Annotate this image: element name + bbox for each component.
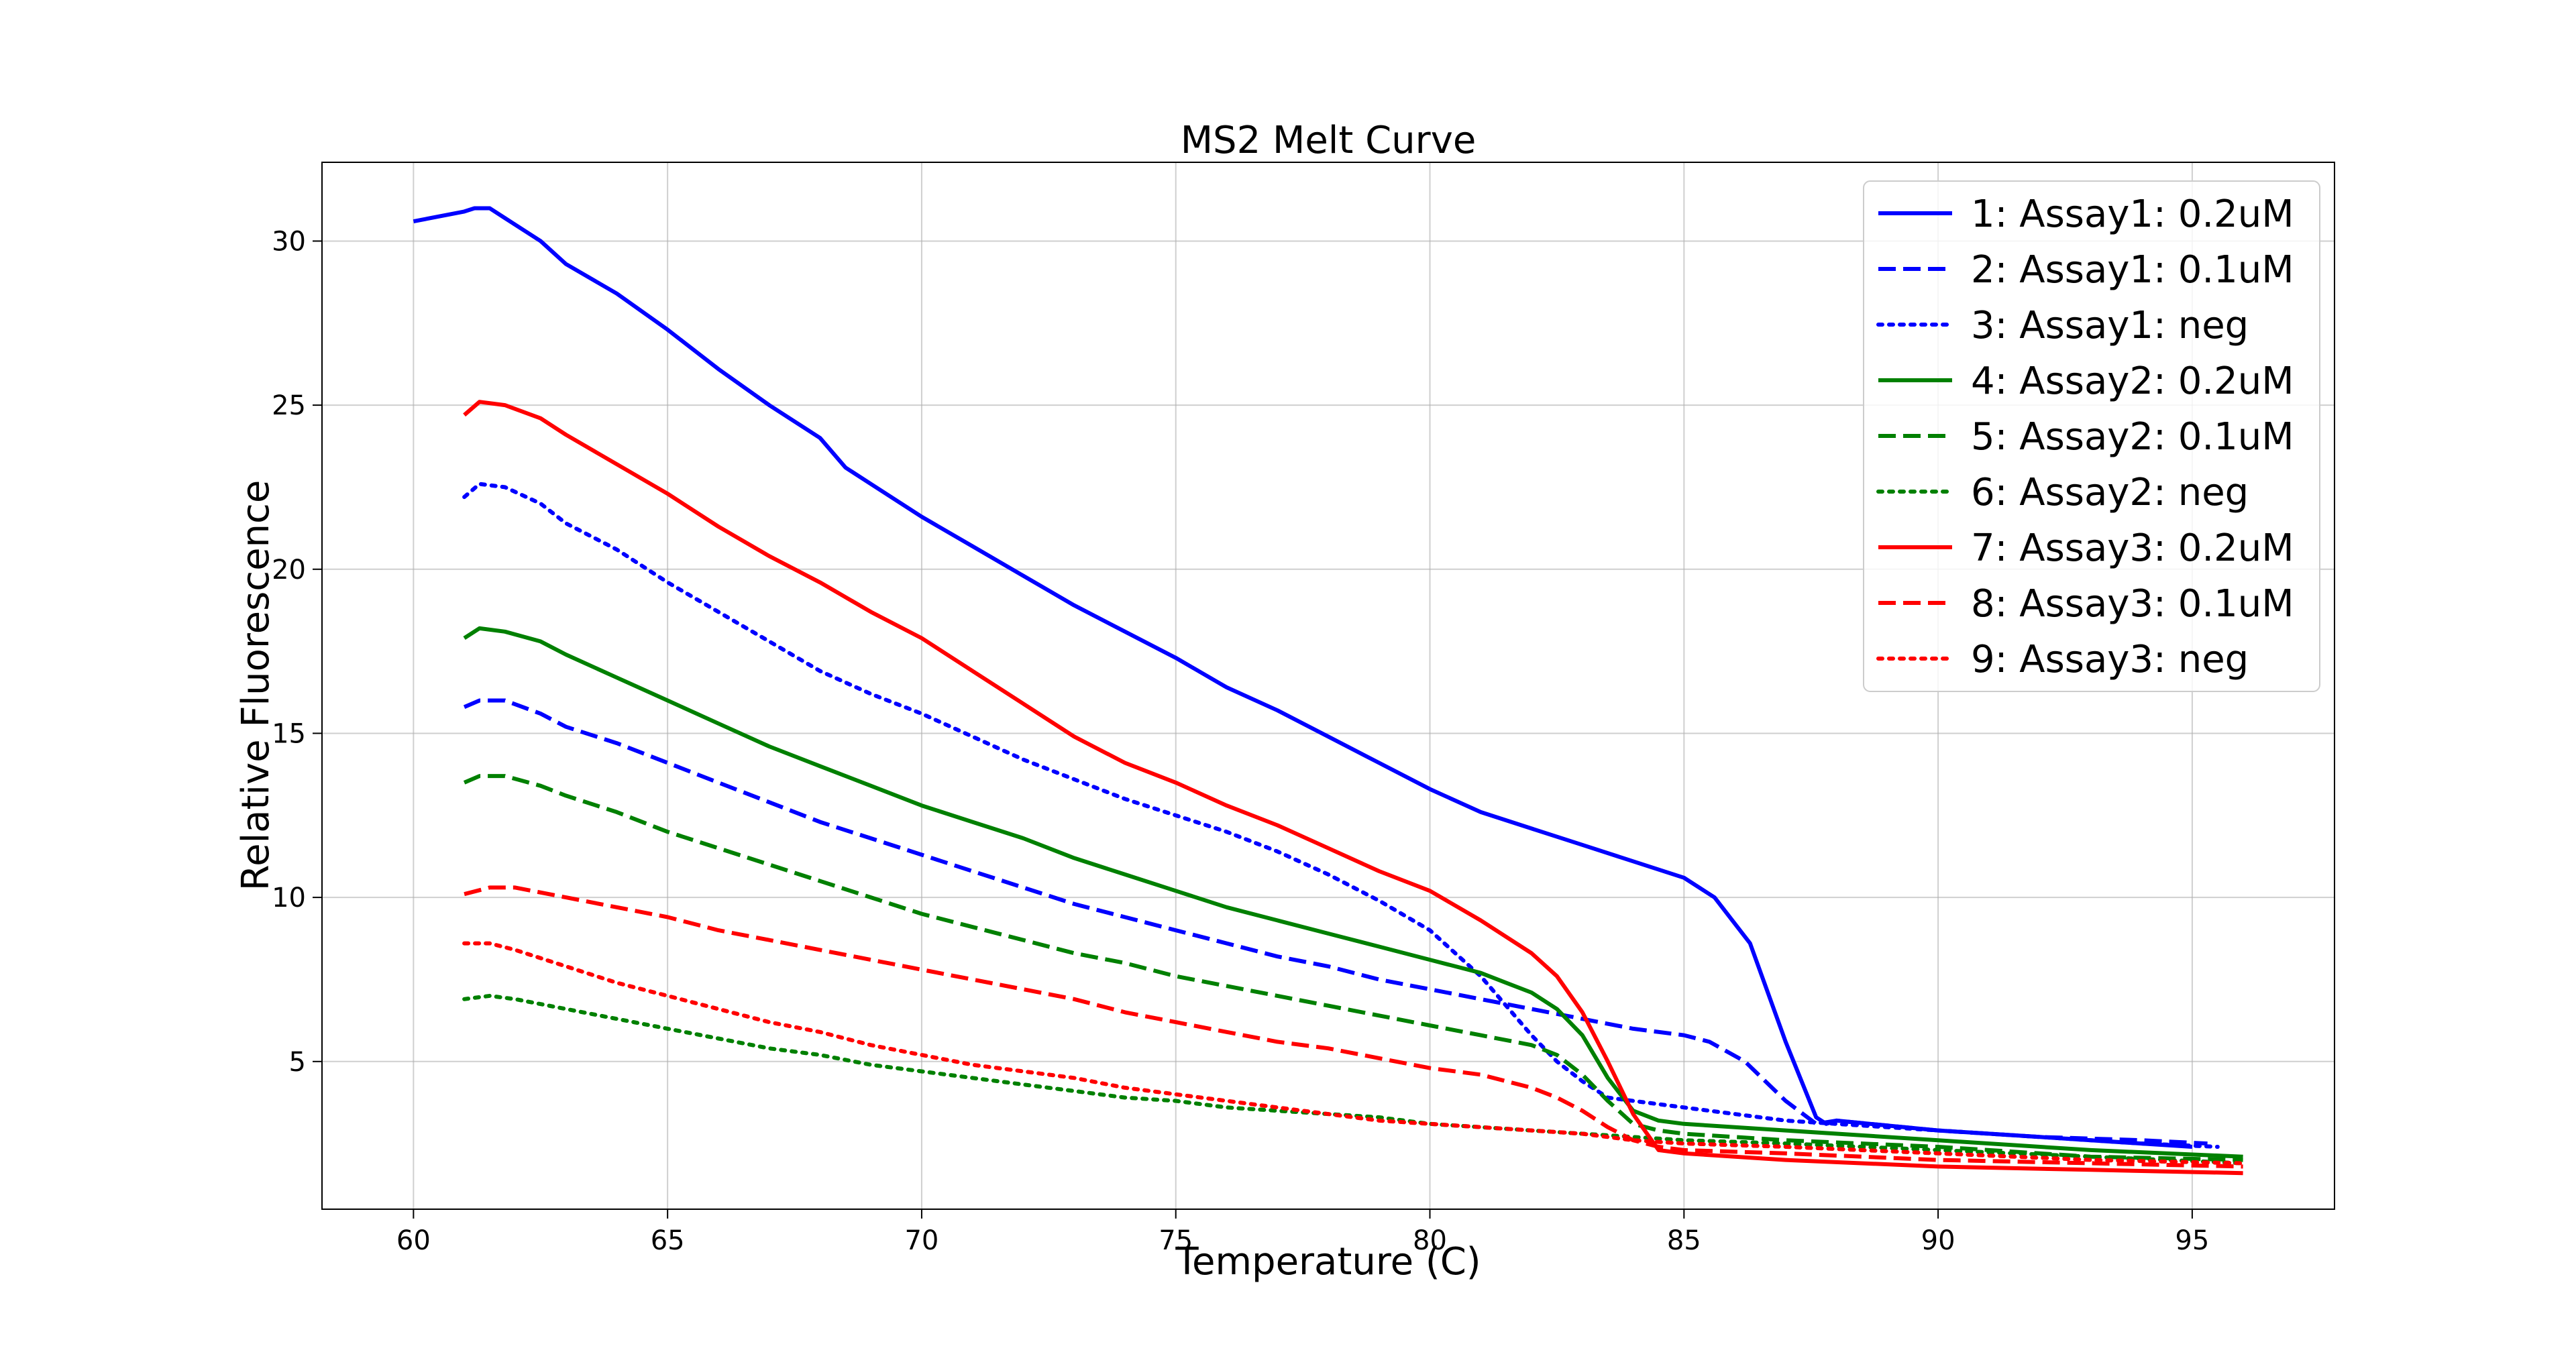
legend-box bbox=[1863, 180, 2320, 692]
x-tick-label: 65 bbox=[651, 1225, 685, 1256]
legend-label-9: 9: Assay3: neg bbox=[1971, 638, 2249, 681]
series-line-4 bbox=[463, 626, 2243, 1159]
y-tick-label: 5 bbox=[289, 1047, 306, 1078]
y-axis-label: Relative Fluorescence bbox=[234, 480, 278, 891]
legend-label-5: 5: Assay2: 0.1uM bbox=[1971, 415, 2294, 459]
y-tick-label: 30 bbox=[272, 226, 306, 257]
legend-label-6: 6: Assay2: neg bbox=[1971, 471, 2249, 514]
series-line-1 bbox=[413, 206, 2193, 1149]
series-line-6 bbox=[462, 993, 2245, 1166]
y-tick-label: 10 bbox=[272, 883, 306, 913]
x-tick-label: 90 bbox=[1921, 1225, 1955, 1256]
y-tick-label: 20 bbox=[272, 555, 306, 585]
series-line-9 bbox=[462, 941, 2245, 1166]
legend-label-1: 1: Assay1: 0.2uM bbox=[1971, 192, 2294, 236]
series-line-2 bbox=[463, 698, 2208, 1146]
legend-label-8: 8: Assay3: 0.1uM bbox=[1971, 582, 2294, 626]
series-line-3 bbox=[462, 482, 2220, 1149]
legend: 1: Assay1: 0.2uM 2: Assay1: 0.1uM 3: Assay… bbox=[1863, 180, 2320, 692]
legend-label-7: 7: Assay3: 0.2uM bbox=[1971, 526, 2294, 570]
plot-frame bbox=[321, 162, 2335, 1210]
x-tick-label: 80 bbox=[1413, 1225, 1447, 1256]
y-tick-label: 25 bbox=[272, 390, 306, 421]
legend-label-4: 4: Assay2: 0.2uM bbox=[1971, 359, 2294, 403]
x-axis-label: Temperature (C) bbox=[1175, 1240, 1481, 1284]
chart-title: MS2 Melt Curve bbox=[1181, 119, 1477, 162]
x-tick-label: 85 bbox=[1667, 1225, 1701, 1256]
x-tick-label: 70 bbox=[904, 1225, 938, 1256]
legend-label-2: 2: Assay1: 0.1uM bbox=[1971, 248, 2294, 292]
x-tick-label: 95 bbox=[2175, 1225, 2209, 1256]
legend-label-3: 3: Assay1: neg bbox=[1971, 304, 2249, 347]
y-tick-label: 15 bbox=[272, 718, 306, 749]
series-line-7 bbox=[463, 400, 2243, 1176]
x-tick-label: 60 bbox=[396, 1225, 431, 1256]
x-tick-label: 75 bbox=[1159, 1225, 1193, 1256]
series-line-5 bbox=[463, 774, 2243, 1162]
series-lines bbox=[413, 206, 2245, 1176]
series-line-8 bbox=[464, 885, 2243, 1169]
axis-ticks: 60 65 70 75 80 85 90 95 5 10 15 20 25 30 bbox=[272, 226, 2209, 1256]
